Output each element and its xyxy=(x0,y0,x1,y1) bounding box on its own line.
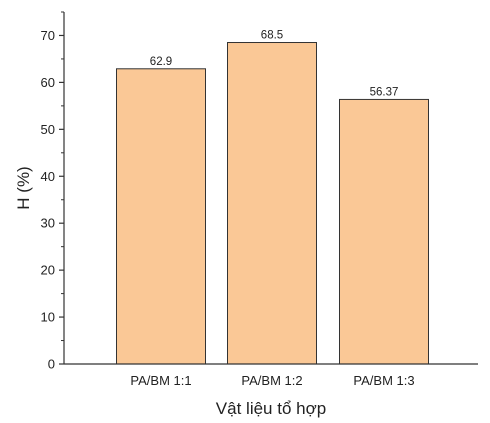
y-tick-label: 10 xyxy=(41,310,55,325)
y-axis-ticks: 0 10 20 30 40 50 60 70 xyxy=(41,11,64,372)
y-tick-label: 40 xyxy=(41,169,55,184)
x-category-label: PA/BM 1:3 xyxy=(353,373,414,388)
bar-data-label: 56.37 xyxy=(370,86,399,98)
x-category-label: PA/BM 1:2 xyxy=(241,373,302,388)
labels: 62.9 PA/BM 1:1 68.5 PA/BM 1:2 56.37 PA/BM 1:3 xyxy=(130,30,414,388)
x-category-label: PA/BM 1:1 xyxy=(130,373,191,388)
bar xyxy=(339,98,429,365)
bar xyxy=(227,42,317,365)
y-axis-title: H (%) xyxy=(14,166,33,209)
bar-data-label: 68.5 xyxy=(261,30,283,42)
y-tick-label: 60 xyxy=(41,75,55,90)
x-axis-title: Vật liệu tổ hợp xyxy=(216,399,326,418)
bars xyxy=(116,42,429,365)
bar xyxy=(116,68,206,365)
y-tick-label: 50 xyxy=(41,122,55,137)
y-tick-label: 70 xyxy=(41,28,55,43)
y-tick-label: 30 xyxy=(41,216,55,231)
y-tick-label: 0 xyxy=(48,357,55,372)
bar-data-label: 62.9 xyxy=(150,56,172,68)
y-tick-label: 20 xyxy=(41,263,55,278)
axes xyxy=(63,12,478,365)
